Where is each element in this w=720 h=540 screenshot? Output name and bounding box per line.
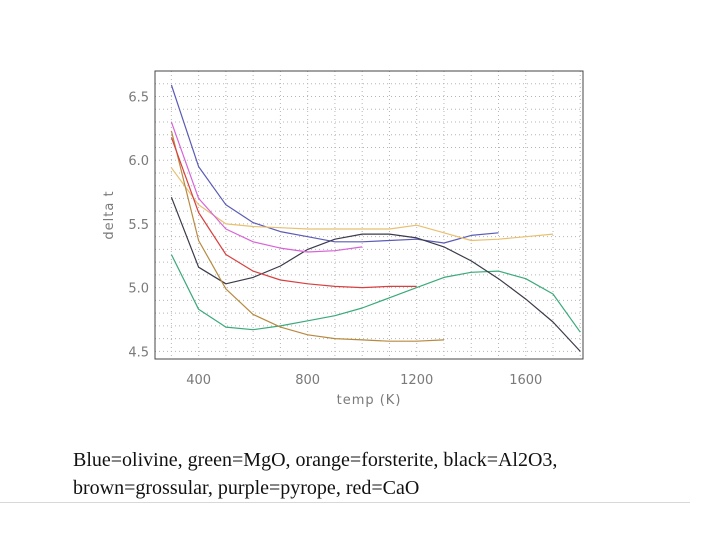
x-tick-label: 1600 (509, 373, 542, 388)
series-line-2 (170, 254, 581, 333)
tick-labels: 400 800 1200 1600 4.5 5.0 5.5 6.0 6.5 (128, 90, 542, 388)
x-tick-label: 800 (295, 373, 320, 388)
series-line-5 (170, 130, 445, 342)
x-tick-label: 1200 (400, 373, 433, 388)
y-tick-label: 6.0 (128, 154, 149, 169)
y-tick-label: 4.5 (128, 345, 149, 360)
x-axis-label: temp (K) (337, 393, 402, 408)
y-tick-label: 5.0 (128, 282, 149, 297)
series-line-3 (170, 167, 554, 242)
x-tick-label: 400 (186, 373, 211, 388)
divider (0, 502, 690, 503)
plot-frame (154, 70, 584, 360)
caption-line-2: brown=grossular, purple=pyrope, red=CaO (73, 477, 420, 499)
caption-line-1: Blue=olivine, green=MgO, orange=forsteri… (73, 449, 558, 471)
series-line-4 (170, 196, 581, 352)
series-group (170, 84, 581, 352)
series-line-1 (170, 84, 499, 244)
caption: Blue=olivine, green=MgO, orange=forsteri… (73, 446, 693, 502)
series-line-6 (170, 121, 363, 253)
y-tick-label: 5.5 (128, 218, 149, 233)
grid (155, 71, 583, 359)
series-line-7 (170, 137, 417, 289)
y-tick-label: 6.5 (128, 90, 149, 105)
y-axis-label: delta t (102, 190, 117, 239)
